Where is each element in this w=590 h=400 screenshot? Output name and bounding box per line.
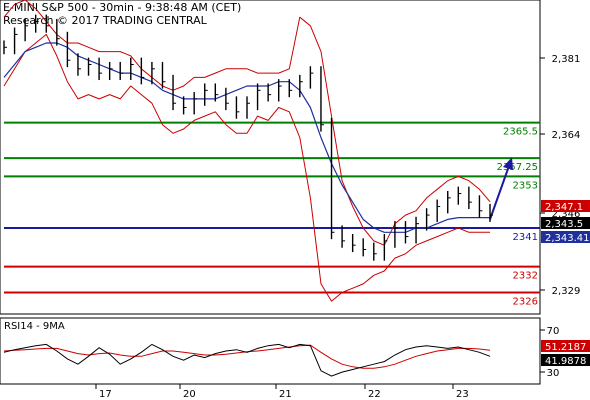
bollinger-lower-line <box>3 33 490 302</box>
chart-title: E-MINI S&P 500 - 30min - 9:38:48 AM (CET… <box>3 1 242 14</box>
rsi-ma-line <box>3 344 491 369</box>
level-label: 2353 <box>513 180 538 191</box>
rsi-line <box>3 343 491 377</box>
level-label: 2357.25 <box>497 162 538 173</box>
y-tick-label: 2,329 <box>552 286 581 297</box>
rsi-tick-label: 70 <box>547 326 560 337</box>
price-badge <box>541 231 590 243</box>
level-label: 2332 <box>513 271 538 282</box>
x-tick-label: 21 <box>279 389 292 400</box>
forecast-arrow-head <box>503 157 513 170</box>
level-label: 2341 <box>513 232 538 243</box>
x-tick-label: 23 <box>456 389 469 400</box>
price-badge-label: 2,347.1 <box>545 202 583 213</box>
rsi-title: RSI14 - 9MA <box>4 321 65 332</box>
x-tick-label: 17 <box>99 389 112 400</box>
moving-average-line <box>3 42 490 233</box>
price-badge <box>541 200 590 212</box>
y-tick-label: 2,346 <box>552 209 581 220</box>
rsi-tick-label: 30 <box>547 368 560 379</box>
price-badge-label: 2,343.41 <box>545 233 590 244</box>
bollinger-upper-line <box>3 0 491 246</box>
main-panel-frame <box>0 0 541 315</box>
rsi-badge <box>541 354 590 366</box>
x-tick-label: 20 <box>183 389 196 400</box>
rsi-panel-frame <box>0 317 541 385</box>
rsi-badge <box>541 340 590 352</box>
rsi-badge-label: 41.9878 <box>545 356 586 367</box>
forecast-arrow-line <box>489 165 510 220</box>
y-tick-label: 2,381 <box>552 54 581 65</box>
level-label: 2326 <box>513 296 538 307</box>
price-badge-label: 2,343.5 <box>545 219 583 230</box>
copyright-text: Research © 2017 TRADING CENTRAL <box>3 14 207 27</box>
price-badge <box>541 217 590 229</box>
y-tick-label: 2,364 <box>552 130 581 141</box>
x-tick-label: 22 <box>368 389 381 400</box>
level-label: 2365.5 <box>503 127 538 138</box>
rsi-badge-label: 51.2187 <box>545 342 586 353</box>
